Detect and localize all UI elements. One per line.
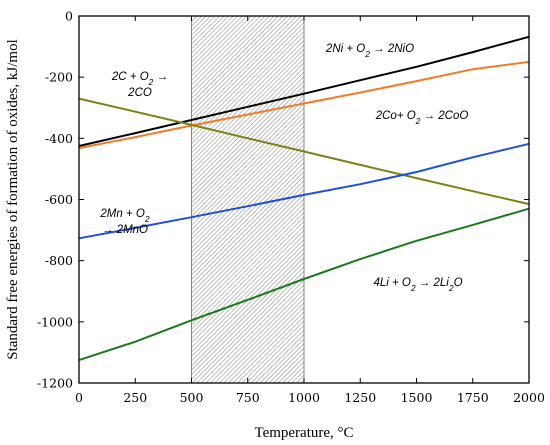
series-line-3 xyxy=(78,142,530,240)
x-tick-label: 500 xyxy=(180,390,204,405)
annotation-mn-line2: → 2MnO xyxy=(102,224,148,236)
x-tick-label: 1500 xyxy=(401,390,433,405)
annotation-li: 4Li + O2 → 2Li2O xyxy=(373,277,462,293)
series-line-4 xyxy=(78,207,530,362)
shaded-temperature-region xyxy=(191,15,305,384)
y-tick-label: -400 xyxy=(45,131,73,146)
annotation-ni: 2Ni + O2 → 2NiO xyxy=(325,43,414,59)
x-tick-label: 750 xyxy=(236,390,260,405)
x-tick-label: 1000 xyxy=(288,390,320,405)
y-tick-label: -1200 xyxy=(37,376,73,391)
y-tick-label: -1000 xyxy=(37,314,73,329)
x-axis-title: Temperature, °C xyxy=(254,425,353,441)
x-tick-label: 250 xyxy=(123,390,147,405)
y-tick-label: -200 xyxy=(45,70,73,85)
annotation-co: 2Co+ O2 → 2CoO xyxy=(375,110,469,126)
x-tick-label: 0 xyxy=(75,390,83,405)
y-tick-label: -600 xyxy=(45,192,73,207)
annotation-c: 2C + O2 → xyxy=(111,71,168,87)
x-tick-label: 1750 xyxy=(457,390,489,405)
series-line-0 xyxy=(78,35,530,147)
x-tick-label: 2000 xyxy=(513,390,545,405)
y-tick-label: -800 xyxy=(45,253,73,268)
annotation-c-line2: 2CO xyxy=(127,87,152,99)
y-axis-title: Standard free energies of formation of o… xyxy=(5,39,21,359)
annotation-mn: 2Mn + O2 xyxy=(99,208,149,224)
series-line-1 xyxy=(78,60,530,150)
series-line-2 xyxy=(78,97,530,206)
x-tick-label: 1250 xyxy=(344,390,376,405)
y-tick-label: 0 xyxy=(65,9,73,24)
